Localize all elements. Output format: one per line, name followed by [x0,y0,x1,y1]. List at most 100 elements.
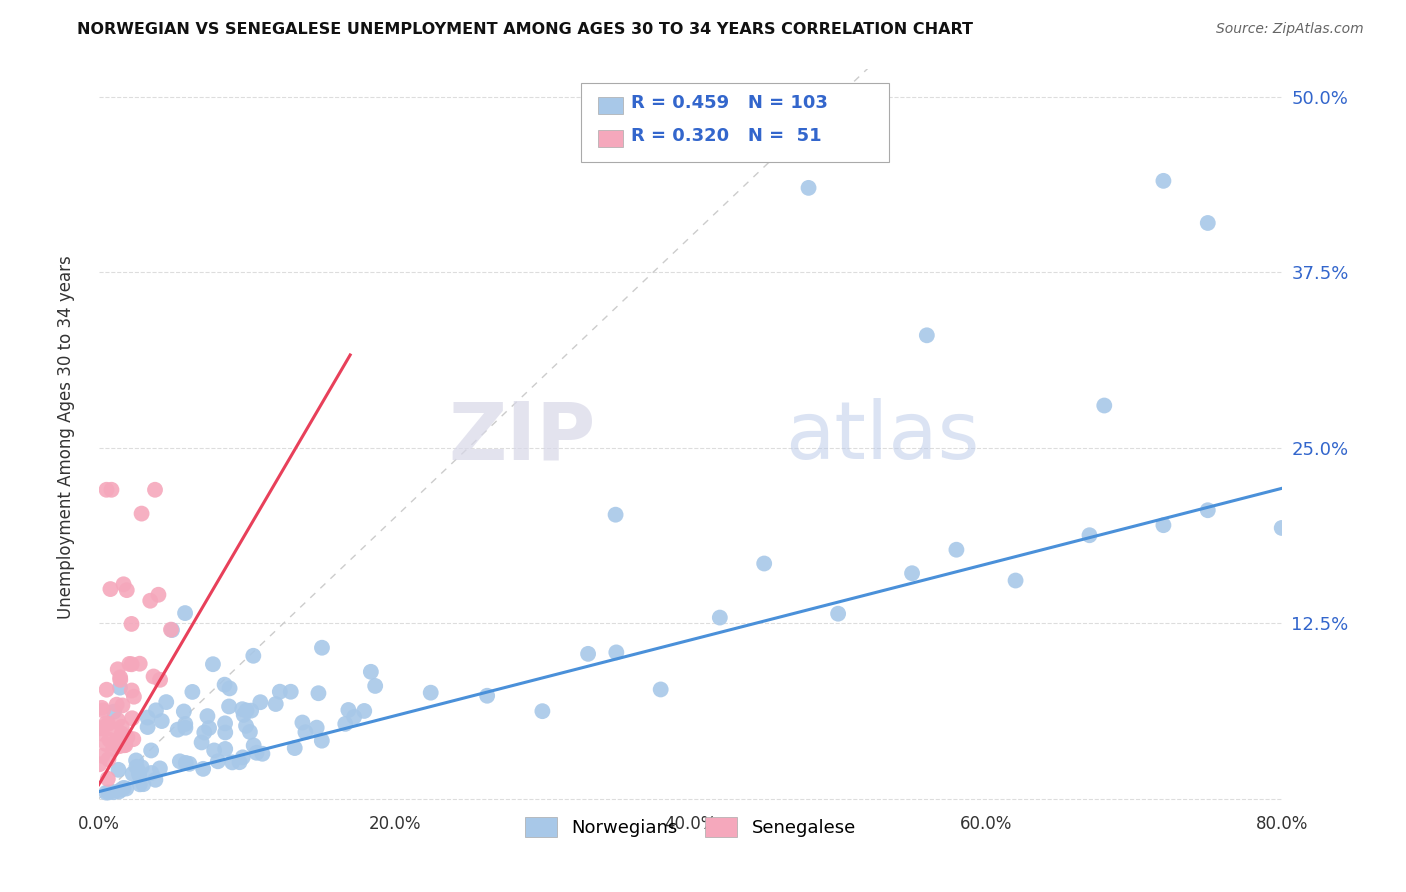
Point [214,716,236,731]
Point [218,681,240,696]
Point [121,711,143,725]
Point [335,717,357,731]
Point [142,669,165,683]
Point [709,610,731,624]
Point [97,752,120,766]
Point [110,673,132,687]
Point [114,738,136,752]
Point [115,781,138,796]
Point [294,725,316,739]
Point [131,507,153,521]
Legend: Norwegians, Senegalese: Norwegians, Senegalese [517,809,863,845]
Point [118,657,141,671]
Point [141,766,163,780]
Point [754,557,776,571]
Text: ZIP: ZIP [449,398,596,476]
Text: R = 0.459   N = 103: R = 0.459 N = 103 [631,94,828,112]
Point [311,640,333,655]
Point [149,673,172,687]
Point [228,755,250,769]
Point [364,679,387,693]
Point [145,772,167,787]
Point [1004,574,1026,588]
Point [269,684,291,698]
Point [103,705,125,719]
Point [174,721,197,735]
Point [139,593,162,607]
Point [353,704,375,718]
Point [198,721,221,735]
Point [419,686,441,700]
Point [125,753,148,767]
Point [125,760,148,774]
Point [160,623,183,637]
Point [915,328,938,343]
Point [605,508,627,522]
Point [174,606,197,620]
Point [128,767,150,781]
Point [139,743,162,757]
Point [576,647,599,661]
Point [1078,528,1101,542]
Point [115,583,138,598]
Point [280,685,302,699]
Point [104,725,127,739]
Point [107,713,129,727]
Point [90,726,112,740]
Point [150,714,173,728]
Point [136,720,159,734]
Point [107,662,129,676]
Point [337,703,360,717]
Point [307,686,329,700]
Point [901,566,924,581]
Point [252,747,274,761]
Point [128,657,150,671]
Point [101,742,124,756]
Point [122,732,145,747]
Point [111,726,134,740]
Point [360,665,382,679]
Point [181,685,204,699]
Point [343,710,366,724]
Point [121,766,143,780]
Point [197,709,219,723]
Point [97,772,120,786]
Point [291,715,314,730]
Point [605,645,627,659]
Point [221,756,243,770]
Point [132,777,155,791]
Point [96,682,118,697]
Point [207,754,229,768]
Point [145,703,167,717]
Point [214,678,236,692]
Point [1092,399,1115,413]
Text: R = 0.320   N =  51: R = 0.320 N = 51 [631,127,823,145]
Point [90,721,112,735]
Point [131,760,153,774]
Point [797,181,820,195]
Point [193,725,215,739]
Point [311,733,333,747]
Point [89,757,111,772]
Point [112,780,135,795]
Point [945,542,967,557]
Point [96,737,118,751]
Point [169,755,191,769]
Point [246,746,269,760]
Point [105,739,128,753]
Point [122,690,145,704]
Point [174,756,197,770]
Point [191,762,214,776]
Point [108,739,131,753]
Point [231,702,253,716]
Point [103,785,125,799]
Point [97,785,120,799]
Point [531,704,554,718]
Text: Source: ZipAtlas.com: Source: ZipAtlas.com [1216,22,1364,37]
Point [128,777,150,791]
Point [112,739,135,753]
Point [108,784,131,798]
Point [235,719,257,733]
Point [650,682,672,697]
Point [218,699,240,714]
